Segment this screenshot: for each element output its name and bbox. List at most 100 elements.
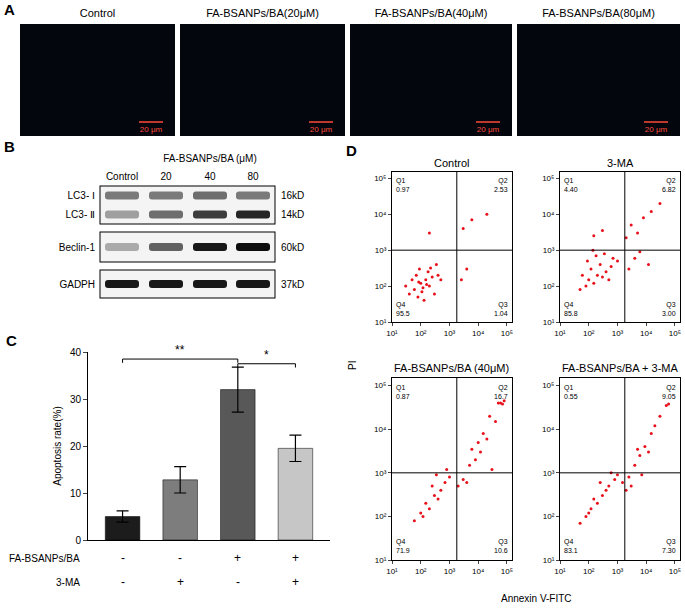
svg-text:10³: 10³ bbox=[444, 567, 456, 576]
svg-text:10⁴: 10⁴ bbox=[640, 329, 653, 338]
svg-text:+: + bbox=[292, 551, 299, 565]
svg-text:Control: Control bbox=[434, 157, 469, 169]
svg-text:10³: 10³ bbox=[612, 329, 624, 338]
svg-text:Q471.9: Q471.9 bbox=[396, 538, 410, 554]
svg-text:-: - bbox=[236, 575, 240, 589]
svg-text:10⁵: 10⁵ bbox=[374, 174, 386, 183]
svg-text:LC3- Ⅰ: LC3- Ⅰ bbox=[68, 190, 95, 201]
svg-text:10²: 10² bbox=[375, 282, 387, 291]
svg-text:Q485.8: Q485.8 bbox=[564, 301, 578, 317]
svg-text:+: + bbox=[234, 551, 241, 565]
svg-text:Apoptosis rate(%): Apoptosis rate(%) bbox=[52, 406, 63, 485]
svg-text:10⁵: 10⁵ bbox=[501, 567, 513, 576]
svg-text:Q10.55: Q10.55 bbox=[564, 384, 578, 400]
svg-text:Q10.87: Q10.87 bbox=[396, 384, 410, 400]
svg-text:30: 30 bbox=[70, 394, 82, 405]
svg-text:10³: 10³ bbox=[612, 567, 624, 576]
svg-text:10⁴: 10⁴ bbox=[542, 210, 555, 219]
svg-text:10¹: 10¹ bbox=[375, 318, 387, 327]
svg-text:3-MA: 3-MA bbox=[56, 577, 80, 588]
svg-text:10⁴: 10⁴ bbox=[374, 425, 387, 434]
svg-text:Q29.05: Q29.05 bbox=[662, 384, 676, 400]
svg-text:B: B bbox=[4, 138, 15, 155]
svg-text:10: 10 bbox=[70, 488, 82, 499]
svg-text:*: * bbox=[264, 348, 269, 362]
svg-text:Q37.30: Q37.30 bbox=[662, 538, 676, 554]
svg-text:**: ** bbox=[175, 343, 185, 357]
svg-text:10²: 10² bbox=[415, 567, 427, 576]
svg-text:10⁴: 10⁴ bbox=[472, 567, 485, 576]
svg-text:Q31.04: Q31.04 bbox=[494, 301, 508, 317]
svg-text:37kD: 37kD bbox=[281, 279, 304, 290]
svg-text:Control: Control bbox=[80, 7, 115, 19]
svg-text:+: + bbox=[292, 575, 299, 589]
svg-text:-: - bbox=[178, 551, 182, 565]
svg-text:10³: 10³ bbox=[375, 469, 387, 478]
svg-text:10⁴: 10⁴ bbox=[542, 425, 555, 434]
svg-text:PI: PI bbox=[347, 361, 358, 370]
svg-text:FA-BSANPs/BA(80μM): FA-BSANPs/BA(80μM) bbox=[542, 7, 655, 19]
svg-text:20 μm: 20 μm bbox=[645, 125, 668, 134]
svg-text:C: C bbox=[6, 332, 17, 349]
svg-text:80: 80 bbox=[247, 171, 259, 182]
svg-text:10¹: 10¹ bbox=[554, 567, 566, 576]
svg-text:20: 20 bbox=[160, 171, 172, 182]
svg-text:10⁴: 10⁴ bbox=[640, 567, 653, 576]
svg-text:Q483.1: Q483.1 bbox=[564, 538, 578, 554]
svg-text:10²: 10² bbox=[583, 567, 595, 576]
svg-text:10¹: 10¹ bbox=[543, 318, 555, 327]
svg-text:10⁵: 10⁵ bbox=[669, 567, 681, 576]
svg-text:10³: 10³ bbox=[543, 246, 555, 255]
svg-text:10⁵: 10⁵ bbox=[542, 381, 554, 390]
svg-text:10⁵: 10⁵ bbox=[501, 329, 513, 338]
svg-text:Q22.53: Q22.53 bbox=[494, 177, 508, 193]
svg-text:GADPH: GADPH bbox=[59, 279, 95, 290]
svg-text:20 μm: 20 μm bbox=[477, 125, 500, 134]
svg-text:Q310.6: Q310.6 bbox=[494, 538, 508, 554]
svg-text:10¹: 10¹ bbox=[375, 556, 387, 565]
svg-text:Q14.40: Q14.40 bbox=[564, 177, 578, 193]
svg-text:FA-BSANPs/BA (μM): FA-BSANPs/BA (μM) bbox=[163, 153, 257, 164]
svg-text:40: 40 bbox=[70, 347, 82, 358]
svg-text:Q10.97: Q10.97 bbox=[396, 177, 410, 193]
svg-text:A: A bbox=[4, 1, 15, 18]
svg-text:60kD: 60kD bbox=[281, 242, 304, 253]
svg-text:Beclin-1: Beclin-1 bbox=[59, 242, 96, 253]
svg-text:40: 40 bbox=[204, 171, 216, 182]
svg-text:16kD: 16kD bbox=[281, 190, 304, 201]
svg-text:3-MA: 3-MA bbox=[607, 157, 634, 169]
svg-text:10¹: 10¹ bbox=[554, 329, 566, 338]
svg-text:LC3- Ⅱ: LC3- Ⅱ bbox=[66, 209, 95, 220]
svg-text:Q216.7: Q216.7 bbox=[494, 384, 508, 400]
svg-text:10¹: 10¹ bbox=[386, 329, 398, 338]
svg-text:Annexin V-FITC: Annexin V-FITC bbox=[501, 593, 572, 604]
svg-text:10¹: 10¹ bbox=[543, 556, 555, 565]
svg-text:10³: 10³ bbox=[375, 246, 387, 255]
svg-text:Q495.5: Q495.5 bbox=[396, 301, 410, 317]
svg-text:10³: 10³ bbox=[543, 469, 555, 478]
svg-text:Q33.00: Q33.00 bbox=[662, 301, 676, 317]
svg-text:10²: 10² bbox=[583, 329, 595, 338]
svg-text:Q26.82: Q26.82 bbox=[662, 177, 676, 193]
svg-text:14kD: 14kD bbox=[281, 209, 304, 220]
svg-text:10⁴: 10⁴ bbox=[472, 329, 485, 338]
svg-text:10²: 10² bbox=[543, 282, 555, 291]
svg-text:10⁵: 10⁵ bbox=[374, 381, 386, 390]
svg-text:10²: 10² bbox=[375, 512, 387, 521]
svg-text:10⁴: 10⁴ bbox=[374, 210, 387, 219]
svg-text:10²: 10² bbox=[543, 512, 555, 521]
svg-text:FA-BSANPs/BA + 3-MA: FA-BSANPs/BA + 3-MA bbox=[562, 362, 679, 374]
svg-text:-: - bbox=[121, 551, 125, 565]
svg-text:20 μm: 20 μm bbox=[140, 125, 163, 134]
svg-text:10¹: 10¹ bbox=[386, 567, 398, 576]
svg-text:10⁵: 10⁵ bbox=[542, 174, 554, 183]
svg-text:10⁵: 10⁵ bbox=[669, 329, 681, 338]
svg-text:10³: 10³ bbox=[444, 329, 456, 338]
svg-text:FA-BSANPs/BA(20μM): FA-BSANPs/BA(20μM) bbox=[206, 7, 319, 19]
svg-text:20 μm: 20 μm bbox=[310, 125, 333, 134]
svg-text:Control: Control bbox=[106, 171, 138, 182]
svg-text:D: D bbox=[346, 142, 357, 159]
svg-text:FA-BSANPs/BA: FA-BSANPs/BA bbox=[9, 553, 80, 564]
svg-text:FA-BSANPs/BA (40μM): FA-BSANPs/BA (40μM) bbox=[394, 362, 509, 374]
svg-text:+: + bbox=[177, 575, 184, 589]
